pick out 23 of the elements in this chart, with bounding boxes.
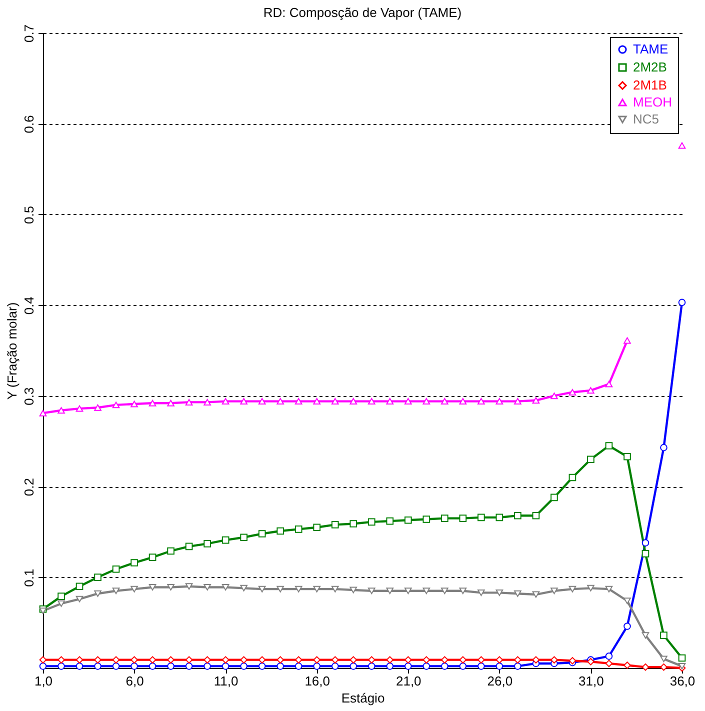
- y-tick-label: 0.7: [22, 24, 36, 43]
- x-tick-label: 36,0: [670, 674, 696, 688]
- x-tick-label: 1,0: [34, 674, 53, 688]
- chart-title: RD: Composção de Vapor (TAME): [263, 4, 462, 20]
- x-axis-title: Estágio: [341, 690, 385, 706]
- x-tick-label: 21,0: [396, 674, 422, 688]
- x-tick-label: 16,0: [304, 674, 330, 688]
- y-tick-label: 0.2: [22, 478, 36, 496]
- legend-label: 2M1B: [633, 78, 667, 92]
- legend-label: MEOH: [633, 94, 672, 110]
- y-tick-label: 0.6: [22, 115, 36, 134]
- x-tick-label: 31,0: [578, 674, 604, 688]
- y-tick-label: 0.3: [22, 387, 36, 406]
- legend-label: TAME: [633, 42, 668, 56]
- x-tick-label: 11,0: [214, 674, 238, 688]
- y-tick-label: 0.1: [22, 568, 36, 587]
- legend-label: 2M2B: [633, 60, 667, 74]
- x-tick-label: 26,0: [487, 674, 513, 688]
- y-axis-title: Y (Fração molar): [4, 302, 20, 400]
- y-tick-label: 0.5: [22, 206, 36, 224]
- x-tick-label: 6,0: [126, 674, 144, 688]
- y-tick-label: 0.4: [22, 296, 36, 315]
- legend-label: NC5: [633, 112, 660, 126]
